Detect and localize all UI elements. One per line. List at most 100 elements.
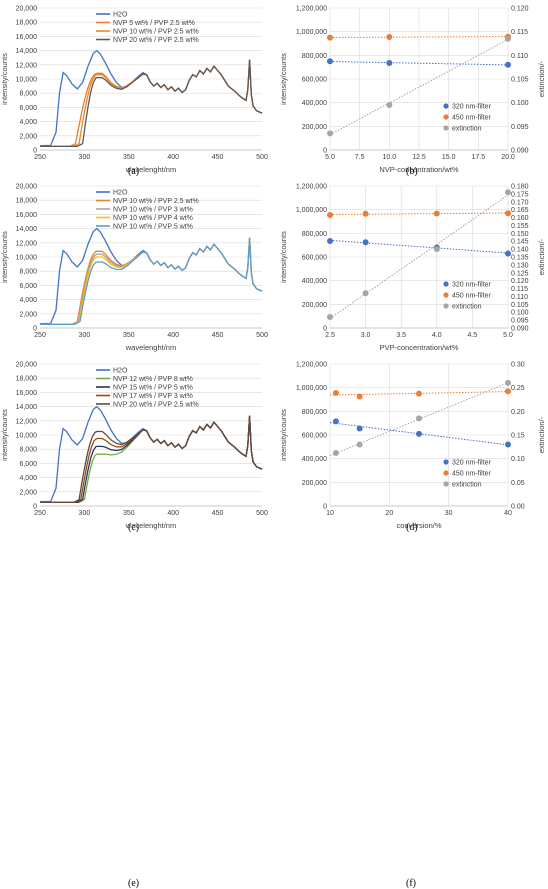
y-tick-label: 4,000 (19, 119, 37, 126)
x-tick-label: 350 (123, 510, 135, 517)
y-axis-title: intensity/counts (279, 53, 288, 105)
x-tick-label: 450 (212, 154, 224, 161)
y-tick-label: 600,000 (302, 433, 327, 440)
y2-tick-label: 0.125 (511, 270, 529, 277)
trendline (329, 212, 509, 216)
data-point (433, 246, 440, 253)
series-line (39, 237, 263, 326)
data-point (356, 441, 363, 448)
legend-entry: NVP 15 wt% / PVP 5 wt% (113, 385, 193, 392)
y2-tick-label: 0.090 (511, 148, 529, 155)
y-axis-title: intensity/counts (0, 409, 9, 461)
data-point (416, 430, 422, 437)
x-tick-label: 400 (167, 332, 179, 339)
x-tick-label: 10.0 (383, 154, 397, 161)
x-tick-label: 400 (167, 154, 179, 161)
legend-entry: 320 nm-filter (452, 104, 492, 111)
y2-tick-label: 0.115 (511, 29, 528, 36)
y-tick-label: 1,200,000 (296, 362, 327, 369)
y2-tick-label: 0.150 (511, 231, 529, 238)
legend-swatch (443, 292, 449, 298)
data-point (505, 210, 511, 217)
y2-tick-label: 0.30 (511, 362, 525, 369)
panel-label: (f) (406, 878, 416, 889)
y-tick-label: 400,000 (302, 278, 327, 285)
y-tick-label: 4,000 (19, 297, 37, 304)
y2-tick-label: 0.120 (511, 278, 529, 285)
legend-entry: extinction (452, 126, 482, 133)
y-tick-label: 18,000 (16, 376, 38, 383)
y-tick-label: 0 (323, 504, 327, 511)
y-tick-label: 6,000 (19, 105, 37, 112)
panel-label: (b) (406, 166, 418, 177)
x-tick-label: 20 (385, 510, 393, 517)
y-tick-label: 800,000 (302, 409, 327, 416)
legend-swatch (443, 459, 449, 465)
data-point (327, 211, 333, 218)
y2-tick-label: 0.135 (511, 255, 529, 262)
x-axis-title: wavelenght/nm (125, 521, 176, 530)
y-tick-label: 1,000,000 (296, 29, 327, 36)
y2-tick-label: 0.05 (511, 480, 525, 487)
data-point (505, 189, 511, 196)
chart-d: 0 200,000 400,000 600,000 800,000 1,000,000 1,… (279, 184, 546, 353)
y-tick-label: 2,000 (19, 489, 37, 496)
y-tick-label: 0 (33, 504, 37, 511)
legend-entry: 450 nm-filter (452, 471, 492, 478)
x-axis-title: conversion/% (396, 521, 441, 530)
x-tick-label: 17.5 (472, 154, 486, 161)
y-tick-label: 1,000,000 (296, 385, 327, 392)
x-tick-label: 400 (167, 510, 179, 517)
legend-entry: H2O (113, 368, 128, 375)
data-point (386, 60, 393, 67)
y2-tick-label: 0.105 (511, 77, 529, 84)
x-axis-title: wavelenght/nm (125, 165, 176, 174)
x-tick-label: 5.0 (503, 332, 513, 339)
y-tick-label: 800,000 (302, 231, 327, 238)
legend-swatch (443, 470, 449, 476)
data-point (332, 389, 339, 396)
data-point (327, 130, 333, 137)
x-tick-label: 3.5 (396, 332, 406, 339)
data-point (386, 33, 393, 40)
panel-label: (c) (128, 522, 140, 533)
data-point (505, 35, 511, 42)
y-tick-label: 800,000 (302, 53, 327, 60)
legend-entry: H2O (113, 190, 128, 197)
y2-tick-label: 0.20 (511, 409, 525, 416)
data-point (505, 379, 511, 386)
y2-tick-label: 0.105 (511, 302, 529, 309)
legend-entry: NVP 10 wt% / PVP 3 wt% (113, 207, 193, 214)
y2-axis-title: extinction/- (537, 238, 546, 275)
trendline (329, 391, 509, 396)
y2-tick-label: 0.120 (511, 6, 529, 13)
legend-entry: NVP 5 wt% / PVP 2.5 wt% (113, 20, 195, 27)
y-tick-label: 400,000 (302, 100, 327, 107)
y-tick-label: 1,200,000 (296, 6, 327, 13)
series-line (39, 237, 263, 326)
series-line (39, 415, 263, 504)
data-point (362, 290, 369, 297)
y-tick-label: 20,000 (16, 6, 38, 13)
legend-entry: NVP 10 wt% / PVP 2.5 wt% (113, 198, 199, 205)
x-tick-label: 2.5 (325, 332, 335, 339)
data-point (433, 210, 440, 217)
panel-label: (e) (128, 878, 140, 889)
x-tick-label: 250 (34, 332, 46, 339)
y2-tick-label: 0.175 (511, 191, 529, 198)
y2-tick-label: 0.140 (511, 247, 529, 254)
y-tick-label: 200,000 (302, 480, 327, 487)
legend-swatch (443, 281, 449, 287)
data-point (356, 393, 363, 400)
trendline (329, 239, 509, 254)
data-point (505, 61, 511, 68)
y-tick-label: 8,000 (19, 269, 37, 276)
y2-tick-label: 0.110 (511, 294, 528, 301)
series-line (39, 59, 263, 148)
series-line (39, 237, 263, 326)
legend-swatch (443, 103, 449, 109)
data-point (505, 441, 511, 448)
chart-f: 0 200,000 400,000 600,000 800,000 1,000,000 1,… (279, 362, 546, 531)
legend-entry: 320 nm-filter (452, 282, 492, 289)
legend-entry: NVP 10 wt% / PVP 5 wt% (113, 224, 193, 231)
